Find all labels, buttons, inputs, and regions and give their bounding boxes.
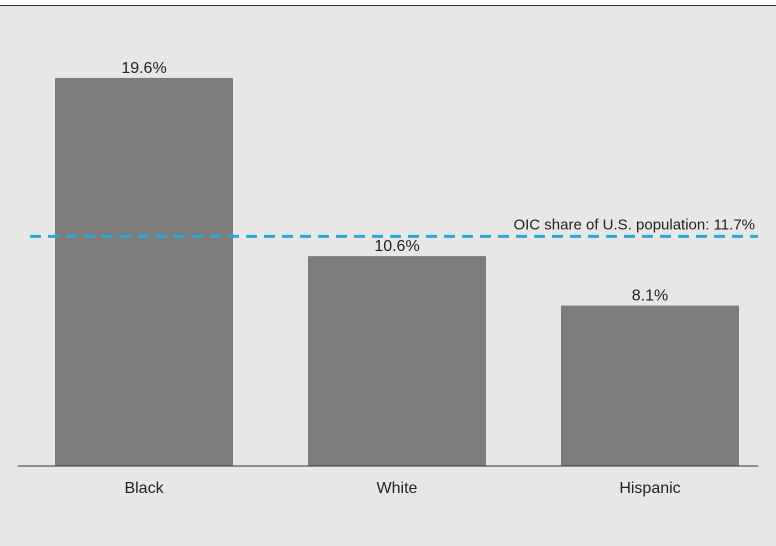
bar-black <box>55 77 233 467</box>
labels-layer: 19.6% Black 10.6% White 8.1% Hispanic <box>121 60 680 497</box>
reference-layer: OIC share of U.S. population: 11.7% <box>30 216 758 238</box>
category-label-hispanic: Hispanic <box>619 480 680 497</box>
bar-white <box>308 256 486 466</box>
bar-hispanic <box>561 305 739 466</box>
top-rule <box>0 5 776 6</box>
bar-value-label-black: 19.6% <box>121 60 166 77</box>
category-label-white: White <box>377 480 418 497</box>
bars-layer <box>55 77 739 467</box>
bar-value-label-hispanic: 8.1% <box>632 288 668 305</box>
category-label-black: Black <box>124 480 164 497</box>
bar-value-label-white: 10.6% <box>374 238 419 255</box>
reference-line-label: OIC share of U.S. population: 11.7% <box>513 216 755 233</box>
